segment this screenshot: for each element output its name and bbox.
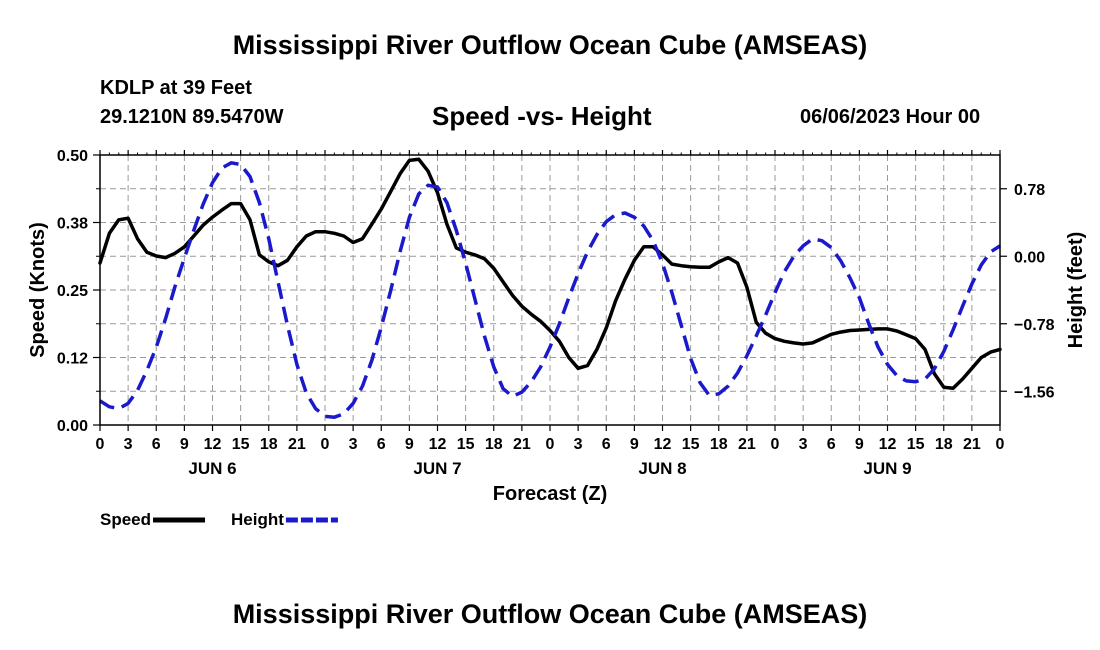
y-tick-label: 0.50 xyxy=(57,148,88,165)
x-tick-label: 9 xyxy=(855,436,864,453)
x-tick-label: 9 xyxy=(405,436,414,453)
series-line-speed xyxy=(98,157,1002,391)
x-tick-label: 3 xyxy=(124,436,133,453)
chart-subtitle: Speed -vs- Height xyxy=(432,101,652,131)
y-tick-label: 0.00 xyxy=(57,418,88,435)
y2-tick-label: 0.00 xyxy=(1014,249,1045,266)
chart-footer-title: Mississippi River Outflow Ocean Cube (AM… xyxy=(232,599,868,629)
x-tick-label: 0 xyxy=(771,436,780,453)
y-tick-label: 0.38 xyxy=(57,216,88,233)
y2-tick-label: −0.78 xyxy=(1014,317,1055,334)
legend: Speed Height xyxy=(100,510,338,529)
x-tick-label: 15 xyxy=(907,436,925,453)
x-tick-label: 18 xyxy=(710,436,728,453)
x-tick-label: 9 xyxy=(180,436,189,453)
y-tick-label: 0.12 xyxy=(57,351,88,368)
x-tick-label: 15 xyxy=(232,436,250,453)
x-tick-label: 21 xyxy=(738,436,756,453)
station-label: KDLP at 39 Feet xyxy=(100,77,252,99)
x-tick-label: 0 xyxy=(321,436,330,453)
forecast-datetime: 06/06/2023 Hour 00 xyxy=(800,106,981,128)
x-axis-label: Forecast (Z) xyxy=(493,483,607,505)
day-label: JUN 9 xyxy=(863,459,911,478)
x-tick-label: 3 xyxy=(799,436,808,453)
x-tick-label: 12 xyxy=(429,436,447,453)
x-tick-label: 9 xyxy=(630,436,639,453)
series-line-height xyxy=(99,161,1001,419)
x-tick-label: 21 xyxy=(513,436,531,453)
day-label: JUN 8 xyxy=(638,459,686,478)
legend-label-height: Height xyxy=(231,510,284,529)
x-tick-label: 12 xyxy=(654,436,672,453)
x-tick-label: 6 xyxy=(827,436,836,453)
chart-main-title: Mississippi River Outflow Ocean Cube (AM… xyxy=(232,30,868,60)
ticks-layer: 0 3 6 9 12 15 18 21 0 3 6 9 12 15 18 21 0 3 6 9 12 15 18 21 0 3 6 9… xyxy=(57,148,1055,478)
y2-axis-label: Height (feet) xyxy=(1065,232,1087,349)
legend-label-speed: Speed xyxy=(100,510,151,529)
x-tick-label: 15 xyxy=(682,436,700,453)
y2-tick-label: 0.78 xyxy=(1014,182,1045,199)
x-tick-label: 6 xyxy=(377,436,386,453)
series-layer xyxy=(98,157,1002,419)
x-tick-label: 0 xyxy=(996,436,1005,453)
x-tick-label: 0 xyxy=(546,436,555,453)
x-tick-label: 0 xyxy=(96,436,105,453)
day-label: JUN 7 xyxy=(413,459,461,478)
x-tick-label: 15 xyxy=(457,436,475,453)
x-tick-label: 6 xyxy=(602,436,611,453)
x-tick-label: 18 xyxy=(485,436,503,453)
x-tick-label: 21 xyxy=(288,436,306,453)
x-tick-label: 18 xyxy=(935,436,953,453)
x-tick-label: 6 xyxy=(152,436,161,453)
y-axis-label: Speed (Knots) xyxy=(27,222,49,358)
grid-layer xyxy=(100,155,1000,425)
y2-tick-label: −1.56 xyxy=(1014,384,1055,401)
x-tick-label: 3 xyxy=(574,436,583,453)
y-tick-label: 0.25 xyxy=(57,283,88,300)
x-tick-label: 21 xyxy=(963,436,981,453)
x-tick-label: 3 xyxy=(349,436,358,453)
x-tick-label: 12 xyxy=(879,436,897,453)
x-tick-label: 12 xyxy=(204,436,222,453)
x-tick-label: 18 xyxy=(260,436,278,453)
station-coordinates: 29.1210N 89.5470W xyxy=(100,106,284,128)
day-label: JUN 6 xyxy=(188,459,236,478)
